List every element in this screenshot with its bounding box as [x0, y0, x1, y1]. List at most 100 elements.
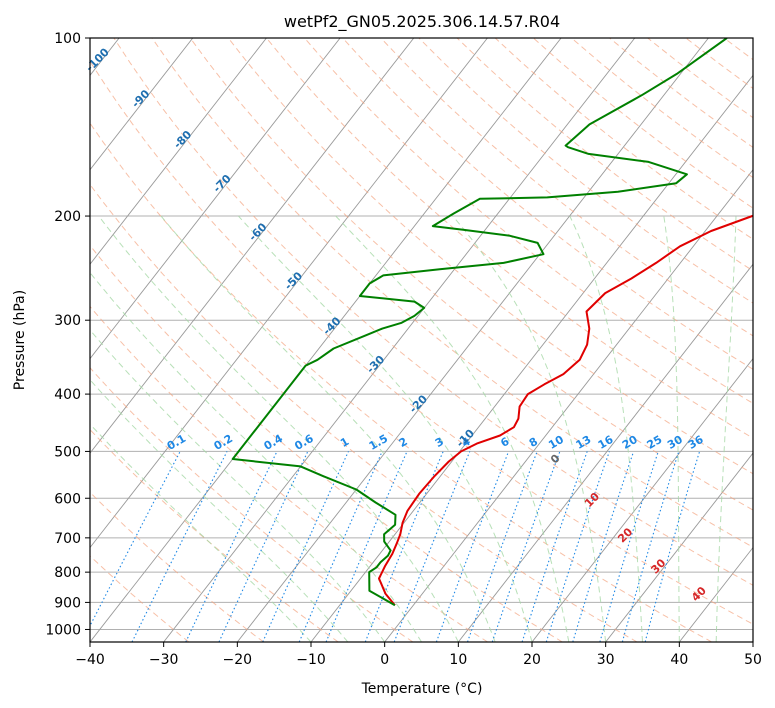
dry-adiabat-line	[90, 244, 563, 642]
dry-adiabat-line	[380, 38, 753, 337]
mixing-ratio-label: 1.5	[367, 432, 390, 453]
isotherm-label: -90	[129, 87, 152, 110]
isotherm-line	[90, 38, 488, 549]
dry-adiabat-line	[532, 38, 753, 209]
dry-adiabat-line	[90, 367, 414, 642]
y-tick-label: 300	[54, 313, 81, 329]
mixing-ratio-label: 1	[338, 435, 351, 450]
chart-title: wetPf2_GN05.2025.306.14.57.R04	[284, 12, 560, 32]
mixing-ratio-line	[90, 451, 181, 628]
moist-adiabat-label: 40	[689, 584, 709, 604]
dry-adiabat-line	[90, 555, 190, 642]
isotherm-line	[457, 263, 753, 642]
x-tick-label: −10	[296, 652, 326, 668]
isotherm-line	[90, 38, 415, 454]
plot-frame	[89, 37, 754, 643]
mixing-ratio-line	[621, 451, 680, 642]
y-tick-label: 200	[54, 209, 81, 225]
moist-adiabat-label: 0	[548, 451, 563, 466]
temperature-profile-line	[378, 214, 753, 606]
y-tick-label: 900	[54, 595, 81, 611]
isotherm-line	[236, 38, 709, 642]
dry-adiabat-line	[90, 183, 638, 642]
profiles	[231, 38, 753, 607]
dry-adiabat-line	[227, 38, 753, 475]
x-tick-label: 40	[670, 652, 688, 668]
mixing-ratio-line	[572, 451, 635, 642]
mixing-ratio-label: 0.2	[212, 432, 235, 453]
background-lines	[90, 38, 775, 642]
x-tick-label: 0	[380, 652, 389, 668]
mixing-ratio-label: 6	[498, 435, 511, 450]
moist-adiabat-label: 30	[648, 556, 668, 576]
mixing-ratio-line	[491, 451, 561, 642]
mixing-ratio-label: 0.6	[292, 432, 316, 453]
moist-adiabat-line	[569, 215, 643, 642]
mixing-ratio-label: 13	[574, 433, 594, 452]
isotherm-line	[531, 357, 753, 642]
moist-adiabat-line	[238, 215, 533, 642]
dry-adiabat-line	[189, 38, 753, 511]
y-tick-label: 400	[54, 387, 81, 403]
dry-adiabat-line	[151, 38, 753, 548]
dry-adiabat-line	[571, 38, 753, 179]
mixing-ratio-line	[262, 451, 349, 642]
isotherm-label: -70	[211, 172, 234, 195]
moist-adiabat-line	[715, 215, 737, 642]
y-tick-label: 100	[54, 31, 81, 47]
moist-adiabat-line	[335, 215, 570, 642]
moist-adiabat-label: 10	[582, 490, 602, 510]
mixing-ratio-label: 0.4	[262, 432, 286, 453]
moist-adiabat-line	[90, 271, 422, 642]
mixing-ratio-label: 3	[433, 435, 446, 450]
isotherm-label: -50	[282, 269, 305, 292]
x-tick-label: 50	[744, 652, 762, 668]
mixing-ratio-line	[599, 451, 659, 642]
moist-adiabat-line	[90, 423, 312, 642]
isotherm-label: -40	[320, 314, 343, 337]
dry-adiabat-line	[304, 38, 753, 404]
x-tick-label: −30	[149, 652, 179, 668]
mixing-ratio-line	[521, 451, 588, 642]
mixing-ratio-line	[644, 451, 701, 642]
dry-adiabat-line	[90, 305, 488, 642]
x-tick-label: 20	[523, 652, 541, 668]
dry-adiabat-line	[342, 38, 753, 370]
y-tick-label: 800	[54, 565, 81, 581]
dry-adiabat-line	[418, 38, 753, 304]
isotherm-label: -80	[171, 128, 194, 151]
isotherm-label: -60	[246, 220, 269, 243]
dry-adiabat-line	[113, 38, 753, 586]
x-tick-label: −20	[223, 652, 253, 668]
isotherm-label: -100	[83, 45, 112, 74]
dry-adiabat-line	[494, 38, 753, 240]
mixing-ratio-line	[466, 451, 538, 642]
dry-adiabat-line	[90, 122, 712, 642]
dry-adiabat-line	[762, 38, 775, 642]
isotherm-label: -10	[454, 427, 477, 450]
mixing-ratio-label: 16	[596, 433, 616, 452]
isotherm-line	[163, 38, 636, 642]
mixing-ratio-label: 25	[645, 433, 665, 452]
mixing-ratio-line	[435, 451, 510, 642]
moist-adiabat-line	[663, 215, 680, 642]
moist-adiabat-line	[160, 215, 496, 642]
dry-adiabat-line	[90, 60, 753, 625]
mixing-ratio-line	[218, 451, 309, 642]
mixing-ratio-line	[131, 451, 228, 642]
moist-adiabat-line	[452, 215, 607, 642]
isotherm-line	[384, 169, 753, 642]
mixing-ratio-line	[545, 451, 610, 642]
mixing-ratio-label: 10	[546, 433, 566, 452]
y-axis-label: Pressure (hPa)	[12, 290, 28, 390]
x-tick-label: −40	[75, 652, 105, 668]
isotherm-line	[605, 452, 753, 642]
isotherm-line	[752, 641, 753, 642]
y-tick-label: 600	[54, 491, 81, 507]
isotherm-line	[90, 38, 194, 171]
isotherm-line	[310, 74, 753, 642]
mixing-ratio-line	[364, 451, 444, 642]
axis-ticks: −40 −30 −20 −10 0 10 20 30 40 5010020030040050060…	[45, 31, 762, 668]
dewpoint-profile-line	[231, 38, 728, 607]
